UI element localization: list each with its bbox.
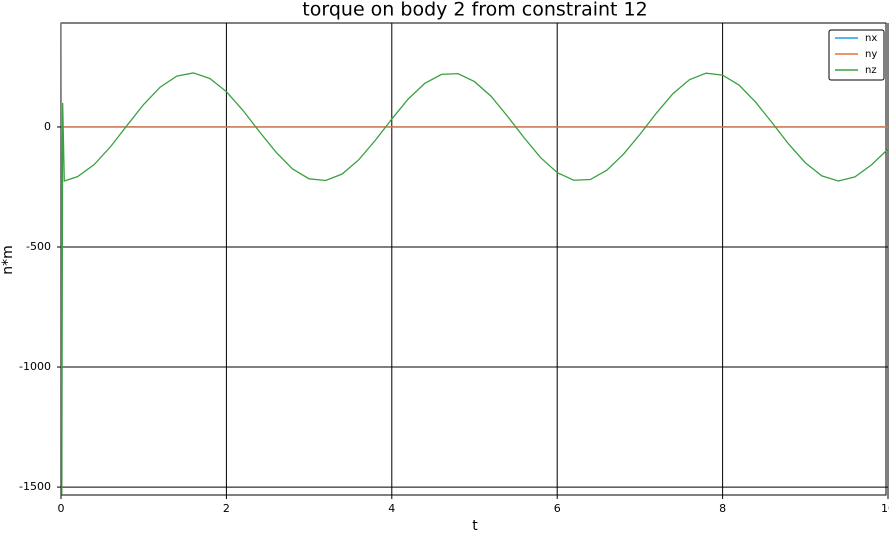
- legend-label: nx: [865, 33, 877, 44]
- legend-label: ny: [865, 49, 877, 60]
- x-tick-label: 8: [719, 502, 726, 515]
- chart-title: torque on body 2 from constraint 12: [302, 0, 647, 21]
- x-axis-label: t: [472, 518, 478, 532]
- x-tick-label: 4: [388, 502, 395, 515]
- series-line: [61, 23, 888, 495]
- y-tick-label: 0: [44, 120, 51, 133]
- x-tick-label: 0: [58, 502, 65, 515]
- x-tick-label: 10: [881, 502, 889, 515]
- x-tick-label: 2: [223, 502, 230, 515]
- y-axis-label: n*m: [0, 245, 16, 275]
- y-tick-label: -500: [26, 240, 51, 253]
- legend-box: [828, 29, 885, 81]
- legend-label: nz: [865, 65, 877, 76]
- y-tick-label: -1000: [19, 360, 51, 373]
- y-tick-label: -1500: [19, 480, 51, 493]
- x-tick-label: 6: [554, 502, 561, 515]
